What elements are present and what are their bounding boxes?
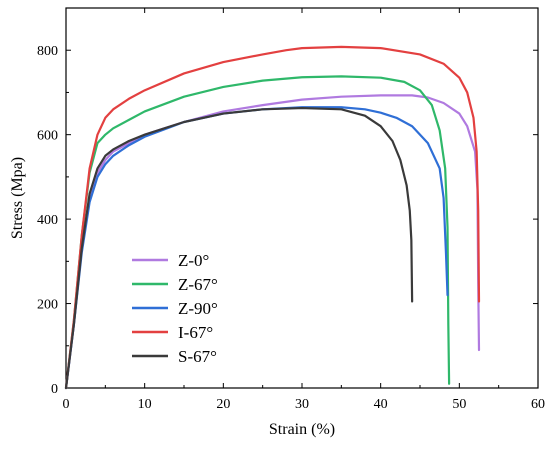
x-tick-label: 0 (63, 397, 70, 412)
legend: Z-0° Z-67° Z-90° I-67° S-67° (132, 251, 218, 366)
legend-label: Z-67° (178, 275, 218, 294)
y-tick-label: 200 (37, 298, 58, 313)
series-line-z0 (64, 94, 481, 390)
series-line-z67 (64, 75, 451, 390)
y-tick-label: 400 (37, 213, 58, 228)
y-tick-label: 0 (51, 382, 58, 397)
y-tick-label: 600 (37, 129, 58, 144)
x-tick-label: 30 (295, 397, 309, 412)
series-line-z90 (64, 106, 449, 390)
x-tick-label: 10 (138, 397, 152, 412)
x-tick-label: 20 (216, 397, 230, 412)
x-axis-title: Strain (%) (269, 421, 335, 438)
y-axis-title: Stress (Mpa) (9, 157, 26, 239)
legend-label: I-67° (178, 323, 213, 342)
legend-label: S-67° (178, 347, 217, 366)
x-tick-label: 40 (374, 397, 388, 412)
y-tick-label: 800 (37, 44, 58, 59)
series-line-s67 (64, 106, 414, 390)
series-layer (64, 45, 481, 390)
series-line-i67 (64, 45, 481, 390)
legend-label: Z-90° (178, 299, 218, 318)
legend-label: Z-0° (178, 251, 209, 270)
x-tick-label: 60 (531, 397, 545, 412)
x-tick-label: 50 (452, 397, 466, 412)
